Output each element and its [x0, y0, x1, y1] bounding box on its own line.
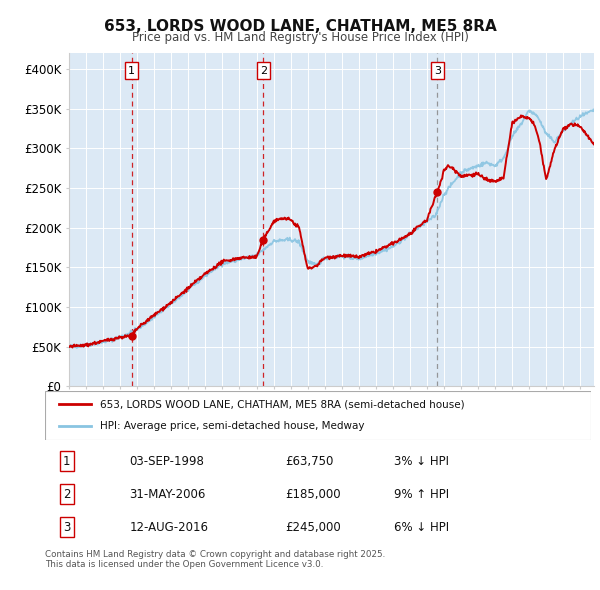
Text: Price paid vs. HM Land Registry's House Price Index (HPI): Price paid vs. HM Land Registry's House … [131, 31, 469, 44]
Text: 653, LORDS WOOD LANE, CHATHAM, ME5 8RA: 653, LORDS WOOD LANE, CHATHAM, ME5 8RA [104, 19, 496, 34]
Text: 653, LORDS WOOD LANE, CHATHAM, ME5 8RA (semi-detached house): 653, LORDS WOOD LANE, CHATHAM, ME5 8RA (… [100, 399, 464, 409]
Text: £185,000: £185,000 [285, 487, 341, 501]
Text: 2: 2 [260, 65, 267, 76]
Text: Contains HM Land Registry data © Crown copyright and database right 2025.
This d: Contains HM Land Registry data © Crown c… [45, 550, 385, 569]
Text: 12-AUG-2016: 12-AUG-2016 [130, 520, 209, 534]
Text: £245,000: £245,000 [285, 520, 341, 534]
Text: 1: 1 [63, 454, 71, 468]
Text: 6% ↓ HPI: 6% ↓ HPI [394, 520, 449, 534]
FancyBboxPatch shape [45, 391, 591, 440]
Text: 1: 1 [128, 65, 135, 76]
Text: 3: 3 [434, 65, 441, 76]
Text: 9% ↑ HPI: 9% ↑ HPI [394, 487, 449, 501]
Text: 31-MAY-2006: 31-MAY-2006 [130, 487, 206, 501]
Text: £63,750: £63,750 [285, 454, 334, 468]
Text: 03-SEP-1998: 03-SEP-1998 [130, 454, 205, 468]
Text: HPI: Average price, semi-detached house, Medway: HPI: Average price, semi-detached house,… [100, 421, 364, 431]
Text: 3: 3 [63, 520, 71, 534]
Text: 2: 2 [63, 487, 71, 501]
Text: 3% ↓ HPI: 3% ↓ HPI [394, 454, 449, 468]
